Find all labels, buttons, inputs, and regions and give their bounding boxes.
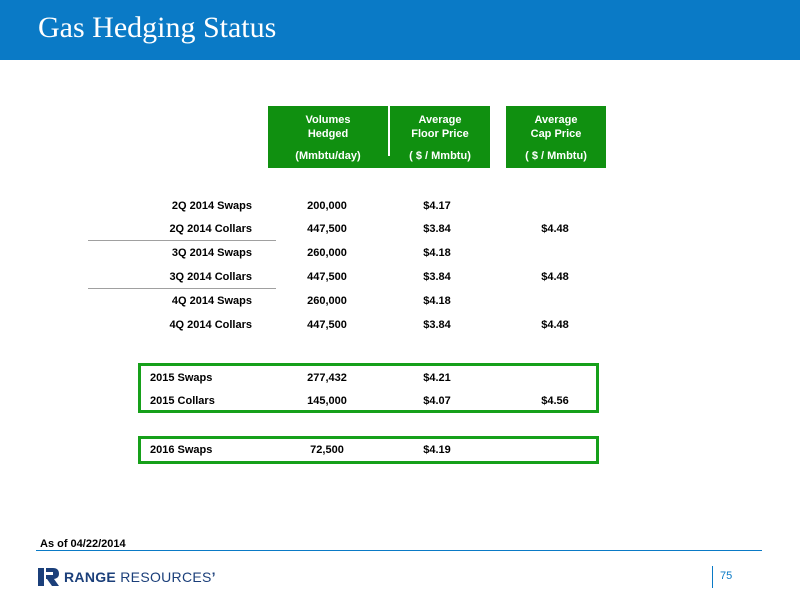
col-volumes-header-line1: Volumes bbox=[305, 114, 351, 126]
col-volumes-header-line2: Hedged bbox=[307, 128, 349, 140]
col-floor-header-line1: Average bbox=[418, 114, 462, 126]
row-volume: 447,500 bbox=[307, 223, 347, 235]
row-floor: $4.07 bbox=[423, 395, 451, 407]
highlight-box-2015 bbox=[138, 363, 599, 413]
row-divider bbox=[88, 288, 276, 289]
title-bar: Gas Hedging Status bbox=[0, 0, 800, 60]
row-label: 2015 Swaps bbox=[150, 372, 213, 384]
row-label: 2015 Collars bbox=[150, 395, 215, 407]
col-cap-units: ( $ / Mmbtu) bbox=[525, 150, 587, 162]
table-header: Volumes Hedged (Mmbtu/day) Average Floor… bbox=[268, 106, 606, 168]
logo-wordmark: RANGE RESOURCES’ bbox=[64, 569, 216, 585]
header-separator bbox=[490, 106, 506, 168]
logo-word-bold: RANGE bbox=[64, 569, 117, 585]
header-separator bbox=[388, 106, 390, 156]
row-volume: 277,432 bbox=[307, 372, 347, 384]
page-number-divider bbox=[712, 566, 713, 588]
logo-word-light: RESOURCES bbox=[120, 569, 212, 585]
row-floor: $3.84 bbox=[423, 319, 451, 331]
page-number: 75 bbox=[720, 570, 733, 582]
highlight-box-2016 bbox=[138, 436, 599, 464]
row-label: 4Q 2014 Swaps bbox=[171, 295, 252, 307]
row-floor: $4.19 bbox=[423, 444, 451, 456]
row-cap: $4.48 bbox=[541, 319, 569, 331]
logo-mark: ’ bbox=[211, 569, 216, 585]
row-cap: $4.56 bbox=[541, 395, 569, 407]
row-label: 2Q 2014 Collars bbox=[169, 223, 252, 235]
footer-divider bbox=[36, 550, 762, 551]
row-label: 3Q 2014 Collars bbox=[169, 271, 252, 283]
row-volume: 145,000 bbox=[307, 395, 347, 407]
row-divider bbox=[88, 240, 276, 241]
row-floor: $4.17 bbox=[423, 200, 451, 212]
col-cap-header-line2: Cap Price bbox=[530, 128, 582, 140]
col-volumes-units: (Mmbtu/day) bbox=[295, 150, 361, 162]
row-volume: 260,000 bbox=[307, 247, 347, 259]
range-logo-icon bbox=[38, 568, 59, 586]
row-label: 3Q 2014 Swaps bbox=[171, 247, 252, 259]
row-cap: $4.48 bbox=[541, 271, 569, 283]
company-logo: RANGE RESOURCES’ bbox=[38, 566, 228, 588]
row-volume: 72,500 bbox=[310, 444, 344, 456]
row-floor: $4.18 bbox=[423, 295, 451, 307]
row-volume: 260,000 bbox=[307, 295, 347, 307]
row-volume: 447,500 bbox=[307, 271, 347, 283]
as-of-date: As of 04/22/2014 bbox=[40, 538, 126, 550]
row-floor: $4.21 bbox=[423, 372, 451, 384]
col-floor-header-line2: Floor Price bbox=[411, 128, 469, 140]
row-volume: 200,000 bbox=[307, 200, 347, 212]
row-label: 2016 Swaps bbox=[150, 444, 213, 456]
row-cap: $4.48 bbox=[541, 223, 569, 235]
row-floor: $4.18 bbox=[423, 247, 451, 259]
row-label: 4Q 2014 Collars bbox=[169, 319, 252, 331]
row-floor: $3.84 bbox=[423, 271, 451, 283]
row-volume: 447,500 bbox=[307, 319, 347, 331]
col-cap-header-line1: Average bbox=[534, 114, 578, 126]
row-label: 2Q 2014 Swaps bbox=[171, 200, 252, 212]
page-title: Gas Hedging Status bbox=[38, 11, 277, 44]
col-floor-units: ( $ / Mmbtu) bbox=[409, 150, 471, 162]
row-floor: $3.84 bbox=[423, 223, 451, 235]
